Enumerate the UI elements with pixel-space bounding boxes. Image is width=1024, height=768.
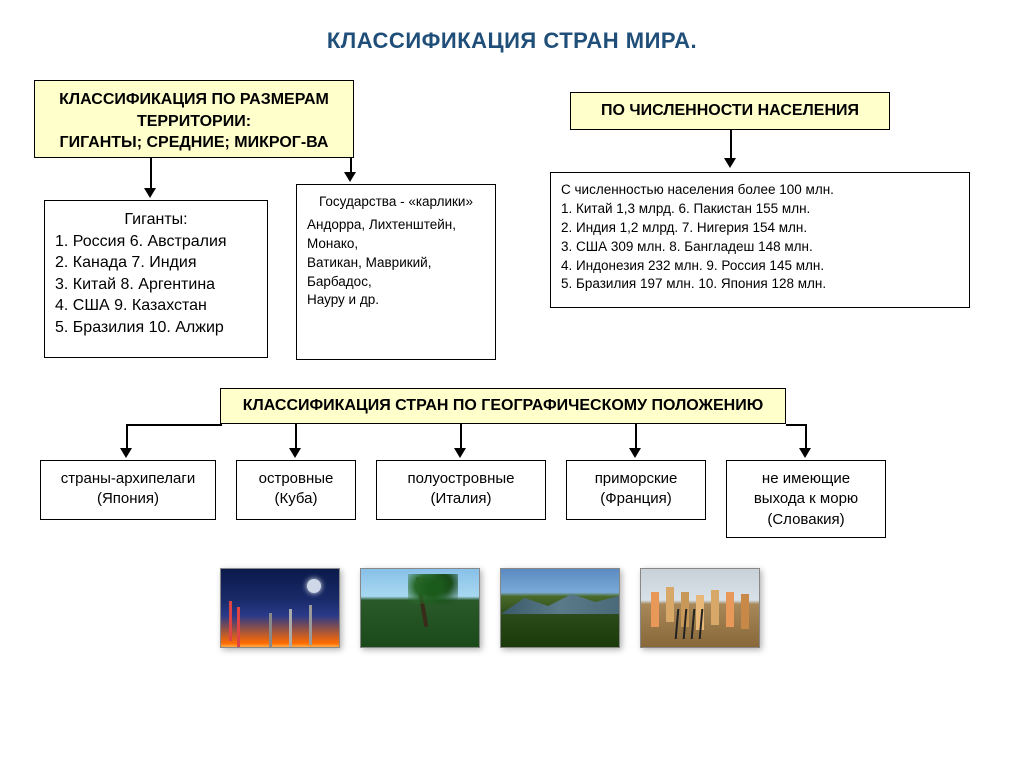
image-coastal <box>640 568 760 648</box>
giants-row: 1. Россия 6. Австралия <box>55 231 257 253</box>
population-row: 1. Китай 1,3 млрд. 6. Пакистан 155 млн. <box>561 200 959 219</box>
giants-row: 4. США 9. Казахстан <box>55 295 257 317</box>
connector-line <box>805 424 807 450</box>
geo-type-landlocked: не имеющие выхода к морю (Словакия) <box>726 460 886 538</box>
population-row: 5. Бразилия 197 млн. 10. Япония 128 млн. <box>561 275 959 294</box>
dwarfs-line: Андорра, Лихтенштейн, <box>307 216 485 235</box>
arrow-icon <box>629 448 641 458</box>
giants-box: Гиганты: 1. Россия 6. Австралия 2. Канад… <box>44 200 268 358</box>
arrow-icon <box>454 448 466 458</box>
geo-type-coastal: приморские (Франция) <box>566 460 706 520</box>
dwarfs-box: Государства - «карлики» Андорра, Лихтенш… <box>296 184 496 360</box>
image-archipelago <box>220 568 340 648</box>
connector-line <box>126 424 128 450</box>
connector-line <box>730 130 732 160</box>
giants-row: 2. Канада 7. Индия <box>55 252 257 274</box>
geo-type-peninsula: полуостровные (Италия) <box>376 460 546 520</box>
population-header: ПО ЧИСЛЕННОСТИ НАСЕЛЕНИЯ <box>570 92 890 130</box>
territory-header: КЛАССИФИКАЦИЯ ПО РАЗМЕРАМ ТЕРРИТОРИИ: ГИ… <box>34 80 354 158</box>
geo-type-island: островные (Куба) <box>236 460 356 520</box>
connector-line <box>460 424 462 450</box>
dwarfs-line: Науру и др. <box>307 291 485 310</box>
giants-title: Гиганты: <box>55 209 257 231</box>
population-row: 3. США 309 млн. 8. Бангладеш 148 млн. <box>561 238 959 257</box>
geographic-header: КЛАССИФИКАЦИЯ СТРАН ПО ГЕОГРАФИЧЕСКОМУ П… <box>220 388 786 424</box>
connector-line <box>635 424 637 450</box>
page-title: КЛАССИФИКАЦИЯ СТРАН МИРА. <box>0 0 1024 54</box>
arrow-icon <box>344 172 356 182</box>
connector-line <box>786 424 807 426</box>
image-peninsula <box>500 568 620 648</box>
dwarfs-line: Монако, <box>307 235 485 254</box>
arrow-icon <box>289 448 301 458</box>
population-row: 4. Индонезия 232 млн. 9. Россия 145 млн. <box>561 257 959 276</box>
population-title: С численностью населения более 100 млн. <box>561 181 959 200</box>
arrow-icon <box>144 188 156 198</box>
dwarfs-title: Государства - «карлики» <box>307 193 485 216</box>
giants-row: 5. Бразилия 10. Алжир <box>55 317 257 339</box>
connector-line <box>126 424 222 426</box>
giants-row: 3. Китай 8. Аргентина <box>55 274 257 296</box>
population-box: С численностью населения более 100 млн. … <box>550 172 970 308</box>
geo-type-archipelago: страны-архипелаги (Япония) <box>40 460 216 520</box>
connector-line <box>295 424 297 450</box>
dwarfs-line: Ватикан, Маврикий, <box>307 254 485 273</box>
arrow-icon <box>120 448 132 458</box>
image-island <box>360 568 480 648</box>
arrow-icon <box>799 448 811 458</box>
dwarfs-line: Барбадос, <box>307 273 485 292</box>
population-row: 2. Индия 1,2 млрд. 7. Нигерия 154 млн. <box>561 219 959 238</box>
arrow-icon <box>724 158 736 168</box>
connector-line <box>150 158 152 190</box>
